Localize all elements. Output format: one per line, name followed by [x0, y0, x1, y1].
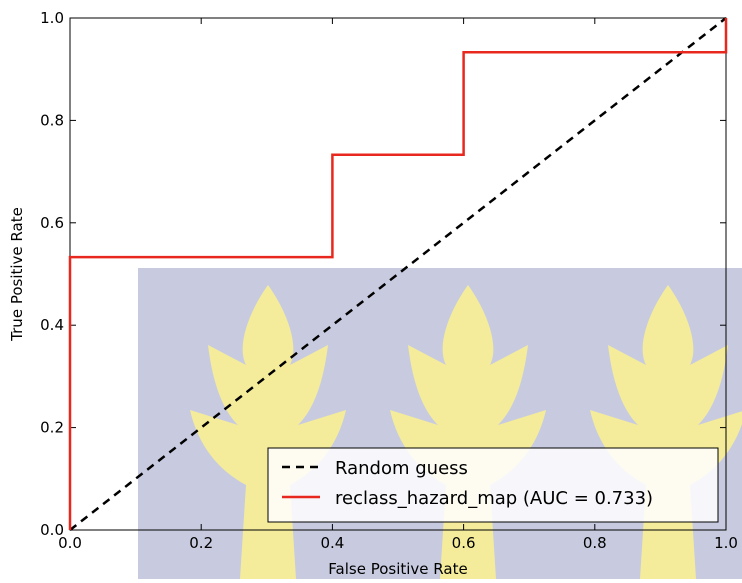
legend-label-reclass: reclass_hazard_map (AUC = 0.733) — [335, 488, 653, 509]
series-layer — [68, 17, 728, 531]
legend-box — [267, 447, 719, 523]
y-axis-label: True Positive Rate — [8, 207, 26, 342]
y-tick-label: 0.4 — [40, 316, 64, 334]
y-tick-label: 0.8 — [40, 111, 64, 129]
watermark-tree — [190, 285, 346, 579]
x-axis-label: False Positive Rate — [328, 560, 467, 578]
y-tick-label: 0.0 — [40, 521, 64, 539]
y-tick-label: 0.2 — [40, 419, 64, 437]
x-tick-label: 0.2 — [189, 534, 213, 552]
axis-ticks: 0.0 0.2 0.4 0.6 0.8 1.0 0.0 0.2 0.4 0.6 0.8 1.0 — [40, 9, 738, 552]
y-tick-label: 1.0 — [40, 9, 64, 27]
legend-label-random-guess: Random guess — [335, 458, 468, 479]
watermark-tree — [390, 285, 546, 579]
x-tick-label: 0.8 — [583, 534, 607, 552]
series-line-reclass-hazard-map — [68, 18, 728, 530]
x-tick-label: 1.0 — [714, 534, 738, 552]
x-tick-label: 0.6 — [452, 534, 476, 552]
y-tick-label: 0.6 — [40, 214, 64, 232]
watermark-emblem — [138, 268, 742, 579]
x-tick-label: 0.4 — [320, 534, 344, 552]
series-line-random-guess — [69, 17, 727, 531]
x-tick-label: 0.0 — [58, 534, 82, 552]
watermark-tree — [590, 285, 742, 579]
legend: Random guess reclass_hazard_map (AUC = 0… — [267, 447, 719, 523]
